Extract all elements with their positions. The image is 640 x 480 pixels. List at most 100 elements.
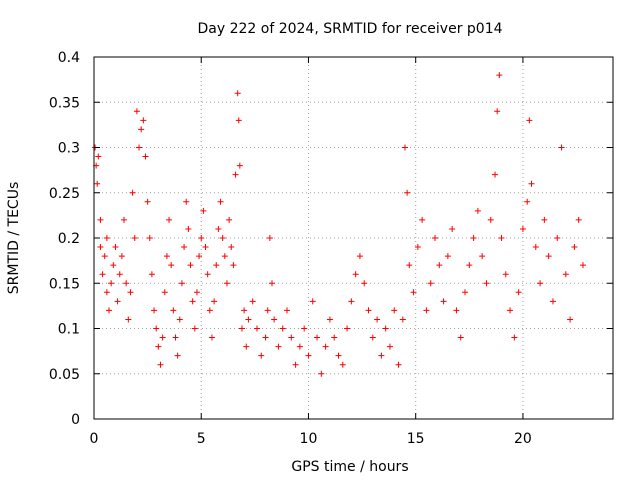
data-point (262, 334, 269, 341)
data-point (116, 271, 123, 278)
data-point (157, 361, 164, 368)
data-point (519, 225, 526, 232)
data-point (142, 153, 149, 160)
data-point (213, 262, 220, 269)
data-point (200, 207, 207, 214)
data-point (228, 244, 235, 251)
data-point (185, 225, 192, 232)
data-point (562, 271, 569, 278)
data-point (146, 235, 153, 241)
data-point (386, 343, 393, 350)
data-point (176, 316, 183, 323)
y-tick-label: 0 (71, 412, 80, 428)
data-point (571, 244, 578, 251)
data-point (108, 280, 115, 287)
data-point (399, 316, 406, 323)
data-point (94, 180, 101, 187)
data-point (226, 216, 233, 223)
data-point (391, 307, 398, 314)
data-point (183, 198, 190, 205)
data-point (198, 235, 205, 241)
data-point (125, 316, 132, 323)
data-point (178, 280, 185, 287)
data-point (275, 343, 282, 350)
data-point (431, 235, 438, 241)
data-point (193, 289, 200, 296)
y-tick-label: 0.2 (58, 231, 80, 247)
data-point (549, 298, 556, 305)
data-point (292, 361, 299, 368)
data-point (138, 126, 145, 133)
data-point (163, 253, 170, 260)
data-point (288, 334, 295, 341)
data-point (266, 235, 273, 241)
data-point (554, 235, 561, 241)
data-point (174, 352, 181, 359)
data-point (223, 280, 230, 287)
data-point (232, 171, 239, 178)
data-point (395, 361, 402, 368)
x-axis-label: GPS time / hours (291, 459, 408, 475)
data-point (221, 253, 228, 260)
data-point (567, 316, 574, 323)
data-point (410, 289, 417, 296)
data-point (279, 325, 286, 332)
data-point (129, 189, 136, 196)
x-tick-label: 15 (407, 431, 425, 447)
data-point (253, 325, 260, 332)
data-point (191, 325, 198, 332)
y-tick-label: 0.3 (58, 141, 80, 157)
data-point (110, 262, 117, 269)
data-point (202, 244, 209, 251)
y-tick-label: 0.35 (49, 95, 80, 111)
points (92, 72, 586, 377)
data-point (487, 216, 494, 223)
data-point (217, 198, 224, 205)
data-point (206, 307, 213, 314)
data-point (335, 352, 342, 359)
data-point (440, 298, 447, 305)
data-point (558, 144, 565, 151)
data-point (474, 207, 481, 214)
data-point (406, 262, 413, 269)
data-point (238, 325, 245, 332)
data-point (170, 307, 177, 314)
data-point (322, 343, 329, 350)
y-tick-label: 0.05 (49, 367, 80, 383)
data-point (271, 316, 278, 323)
data-point (136, 144, 143, 151)
data-point (502, 271, 509, 278)
data-point (449, 225, 456, 232)
data-point (498, 235, 505, 241)
data-point (296, 343, 303, 350)
data-point (470, 235, 477, 241)
y-tick-label: 0.15 (49, 276, 80, 292)
data-point (374, 316, 381, 323)
data-point (103, 289, 110, 296)
data-point (309, 298, 316, 305)
data-point (579, 262, 586, 269)
x-tick-label: 0 (90, 431, 99, 447)
data-point (344, 325, 351, 332)
data-point (148, 271, 155, 278)
data-point (382, 325, 389, 332)
data-point (151, 307, 158, 314)
data-point (103, 235, 110, 241)
data-point (339, 361, 346, 368)
data-point (361, 280, 368, 287)
data-point (245, 316, 252, 323)
data-point (112, 244, 119, 251)
data-point (211, 298, 218, 305)
data-point (331, 334, 338, 341)
data-point (423, 307, 430, 314)
data-point (241, 307, 248, 314)
data-point (515, 289, 522, 296)
data-point (356, 253, 363, 260)
x-tick-label: 20 (514, 431, 532, 447)
data-point (264, 307, 271, 314)
data-point (97, 216, 104, 223)
data-point (378, 352, 385, 359)
data-point (166, 216, 173, 223)
data-point (172, 334, 179, 341)
data-point (249, 298, 256, 305)
